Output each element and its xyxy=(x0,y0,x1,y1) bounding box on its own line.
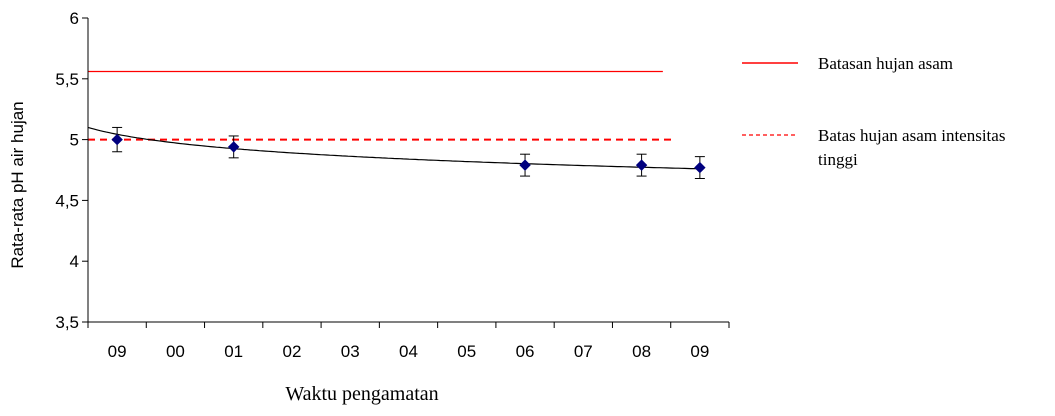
data-point xyxy=(519,159,531,171)
y-tick-label: 4 xyxy=(70,252,79,271)
data-point xyxy=(227,141,240,153)
data-point xyxy=(635,159,648,171)
axes xyxy=(87,18,729,323)
x-tick-label: 06 xyxy=(516,342,535,361)
legend-label: tinggi xyxy=(818,150,858,169)
x-tick-label: 09 xyxy=(108,342,127,361)
trendline-layer xyxy=(87,126,700,170)
y-tick-label: 5 xyxy=(70,131,79,150)
legend: Batasan hujan asam Batas hujan asam inten… xyxy=(742,54,1005,169)
y-tick-label: 5,5 xyxy=(55,70,79,89)
data-point xyxy=(694,161,706,174)
legend-label: Batas hujan asam intensitas xyxy=(818,126,1005,145)
y-axis-label: Rata-rata pH air hujan xyxy=(8,101,27,268)
reference-lines xyxy=(88,70,672,141)
x-tick-label: 03 xyxy=(341,342,360,361)
x-ticks: 09 00 01 02 03 04 05 06 07 08 09 xyxy=(87,322,730,361)
x-tick-label: 08 xyxy=(632,342,651,361)
x-tick-label: 01 xyxy=(224,342,243,361)
y-tick-label: 6 xyxy=(70,9,79,28)
x-tick-label: 00 xyxy=(166,342,185,361)
data-points xyxy=(111,126,706,180)
x-axis-label: Waktu pengamatan xyxy=(285,383,438,405)
x-tick-label: 07 xyxy=(574,342,593,361)
x-tick-label: 04 xyxy=(399,342,418,361)
trendline xyxy=(87,126,700,170)
x-tick-label: 09 xyxy=(690,342,709,361)
x-tick-label: 05 xyxy=(457,342,476,361)
y-ticks: 3,5 4 4,5 5 5,5 6 xyxy=(55,9,88,332)
x-tick-label: 02 xyxy=(282,342,301,361)
legend-label: Batasan hujan asam xyxy=(818,54,953,73)
data-point xyxy=(111,133,123,146)
y-tick-label: 3,5 xyxy=(55,313,79,332)
y-tick-label: 4,5 xyxy=(55,191,79,210)
